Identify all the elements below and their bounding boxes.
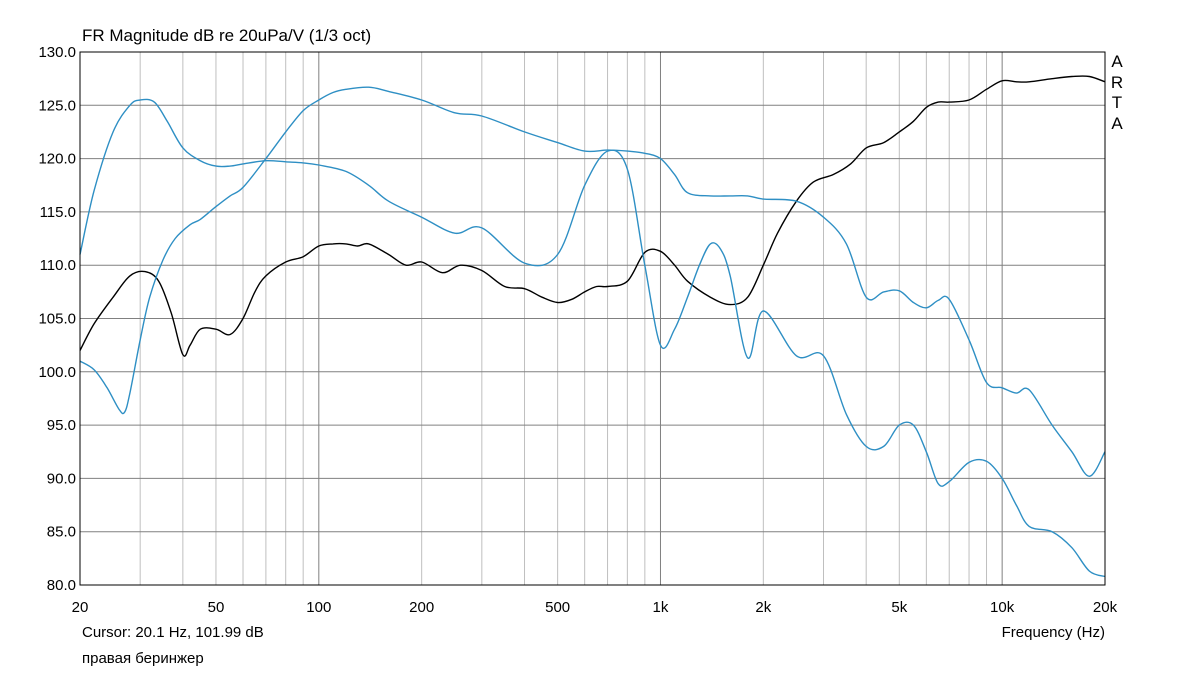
brand-letter: A [1111, 113, 1123, 133]
x-tick-label: 100 [306, 599, 331, 616]
y-tick-label: 105.0 [38, 311, 76, 328]
y-tick-label: 95.0 [47, 417, 76, 434]
y-tick-label: 85.0 [47, 524, 76, 541]
brand-letter: A [1111, 52, 1123, 71]
series-line-1 [79, 75, 1106, 357]
arta-brand: A R T A [1110, 52, 1124, 134]
chart-caption: правая беринжер [82, 650, 204, 667]
x-tick-labels: 20 50 100 200 500 1k 2k 5k 10k 20k [72, 599, 1118, 616]
y-tick-label: 130.0 [38, 44, 76, 61]
x-tick-label: 50 [208, 599, 225, 616]
y-tick-label: 115.0 [40, 204, 76, 221]
brand-letter: T [1111, 93, 1123, 112]
series-line-2 [79, 98, 1106, 578]
x-tick-label: 200 [409, 599, 434, 616]
x-tick-label: 20k [1093, 599, 1118, 616]
x-tick-label: 20 [72, 599, 89, 616]
series-lines [79, 75, 1106, 578]
brand-letter: R [1110, 72, 1124, 92]
plot-frame [79, 51, 1106, 586]
y-tick-label: 125.0 [38, 97, 76, 114]
y-tick-label: 120.0 [38, 151, 76, 168]
chart-title: FR Magnitude dB re 20uPa/V (1/3 oct) [82, 26, 372, 45]
x-tick-label: 500 [545, 599, 570, 616]
x-tick-label: 2k [755, 599, 771, 616]
grid-lines [80, 51, 1105, 586]
x-tick-label: 5k [891, 599, 907, 616]
y-tick-label: 100.0 [38, 364, 76, 381]
x-axis-label: Frequency (Hz) [1001, 624, 1105, 641]
y-tick-label: 110.0 [40, 257, 76, 274]
x-tick-label: 10k [990, 599, 1015, 616]
series-line-3 [79, 86, 1106, 477]
y-tick-labels: 130.0 125.0 120.0 115.0 110.0 105.0 100.0 95.0 9… [38, 44, 76, 594]
y-tick-label: 80.0 [47, 577, 76, 594]
x-tick-label: 1k [653, 599, 669, 616]
y-tick-label: 90.0 [47, 470, 76, 487]
cursor-readout: Cursor: 20.1 Hz, 101.99 dB [82, 624, 264, 641]
